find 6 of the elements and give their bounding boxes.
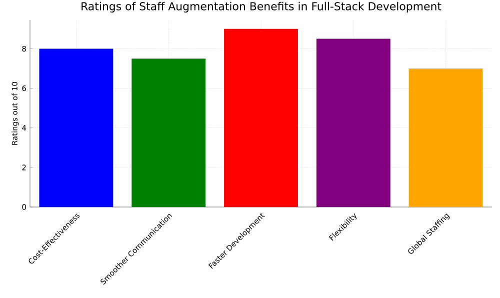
bar: [316, 38, 390, 207]
chart-title: Ratings of Staff Augmentation Benefits in Full-Stack Development: [82, 2, 442, 13]
bar: [39, 48, 114, 207]
bar: [408, 68, 483, 207]
bar: [224, 28, 298, 207]
bar: [132, 58, 206, 207]
